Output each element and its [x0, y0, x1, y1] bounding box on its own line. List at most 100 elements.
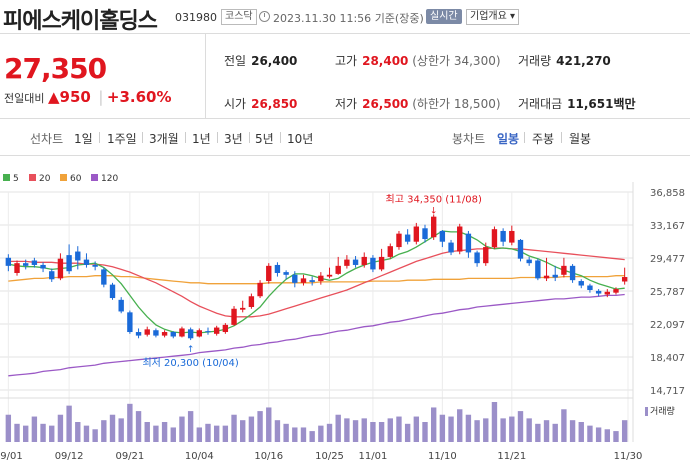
current-price: 27,350 [4, 52, 107, 85]
volume-bar [422, 422, 428, 442]
volume-bar [509, 416, 515, 442]
candle [135, 332, 142, 336]
volume-legend-swatch [645, 407, 648, 416]
volume-bar [40, 423, 46, 442]
candle [205, 331, 211, 333]
candle [240, 307, 246, 310]
x-tick-label: 10/16 [254, 451, 283, 462]
candle [318, 275, 324, 282]
volume-bar [517, 411, 524, 442]
open-value: 26,850 [251, 97, 298, 111]
volume-bar [370, 422, 376, 442]
candle [49, 271, 55, 280]
candle [248, 296, 255, 307]
volume-bar [23, 425, 29, 442]
volume-bar [465, 414, 472, 442]
day-low-value: 26,500 [362, 97, 409, 111]
tab-daily[interactable]: 일봉 [497, 132, 520, 146]
change-label: 전일대비 [4, 92, 45, 105]
volume-bar [153, 425, 159, 442]
volume-bar [526, 418, 532, 442]
candle [396, 233, 402, 248]
candle [595, 290, 602, 294]
candle [335, 265, 341, 274]
candle [613, 289, 619, 293]
high-annotation: 최고 34,350 (11/08) [386, 193, 482, 205]
company-overview-dropdown[interactable]: 기업개요 ▾ [466, 9, 520, 25]
x-tick-label: 11/10 [428, 451, 457, 462]
legend-ma5: 5 [3, 174, 19, 184]
section-divider [0, 118, 690, 119]
price-change: 전일대비 ▲950 | +3.60% [4, 88, 172, 106]
candle [465, 233, 472, 253]
candle [57, 258, 64, 279]
day-high-label: 고가 [335, 54, 358, 68]
volume-bar [457, 409, 463, 442]
legend-ma20: 20 [29, 174, 50, 184]
tab-3m[interactable]: 3개월 [149, 132, 179, 146]
candle [179, 328, 185, 337]
volume-bar [127, 403, 133, 442]
quote-divider [205, 34, 206, 118]
legend-ma5-label: 5 [13, 174, 19, 184]
volume-legend-label: 거래량 [650, 405, 675, 417]
tab-sep [561, 132, 562, 143]
candle [457, 226, 463, 252]
volume-bar [213, 425, 220, 442]
candle [283, 272, 289, 275]
candle [491, 229, 498, 248]
tab-1y[interactable]: 1년 [192, 132, 211, 146]
tab-10y[interactable]: 10년 [287, 132, 314, 146]
candle [127, 312, 133, 333]
candle [92, 264, 98, 267]
tab-weekly[interactable]: 주봉 [532, 132, 555, 146]
volume-bar [161, 422, 168, 442]
candle [66, 255, 72, 272]
tab-3y[interactable]: 3년 [224, 132, 243, 146]
candle [300, 278, 307, 283]
candle [422, 228, 428, 240]
volume-bar [309, 431, 315, 442]
candle [40, 264, 46, 269]
candle [370, 257, 376, 270]
candle [153, 330, 159, 336]
x-tick-label: 11/01 [359, 451, 388, 462]
volume-bar [196, 427, 203, 442]
volume-bar [179, 416, 185, 442]
candle [500, 230, 506, 242]
basis-text: 기준(장중) [374, 12, 424, 25]
volume-bar [135, 411, 142, 442]
y-tick-label: 33,167 [650, 221, 685, 232]
change-divider: | [98, 88, 104, 106]
candle [578, 281, 584, 286]
open-price: 시가 26,850 [224, 95, 297, 112]
volume-bar [378, 422, 385, 442]
candle [387, 246, 393, 257]
volume-bar [92, 429, 98, 442]
volume-bar [561, 409, 567, 442]
candle [5, 257, 12, 266]
tab-1w[interactable]: 1주일 [107, 132, 137, 146]
volume-bar [83, 425, 90, 442]
tab-1d[interactable]: 1일 [74, 132, 93, 146]
candle [543, 275, 550, 279]
volume-bar [326, 423, 333, 442]
candle [31, 260, 38, 265]
candle [75, 251, 81, 261]
candle [517, 239, 524, 259]
candle [222, 324, 229, 333]
candle [378, 256, 385, 270]
tab-5y[interactable]: 5년 [255, 132, 274, 146]
realtime-button[interactable]: 실시간 [426, 9, 462, 24]
y-tick-label: 25,787 [650, 287, 685, 298]
volume-bar [352, 420, 359, 442]
chevron-down-icon: ▾ [510, 11, 516, 22]
candle [118, 299, 124, 312]
candle [109, 284, 116, 299]
volume-bar [5, 414, 12, 442]
volume-bar [413, 416, 420, 442]
tab-monthly[interactable]: 월봉 [569, 132, 592, 146]
candle [231, 308, 237, 325]
prev-close-label: 전일 [224, 54, 247, 68]
